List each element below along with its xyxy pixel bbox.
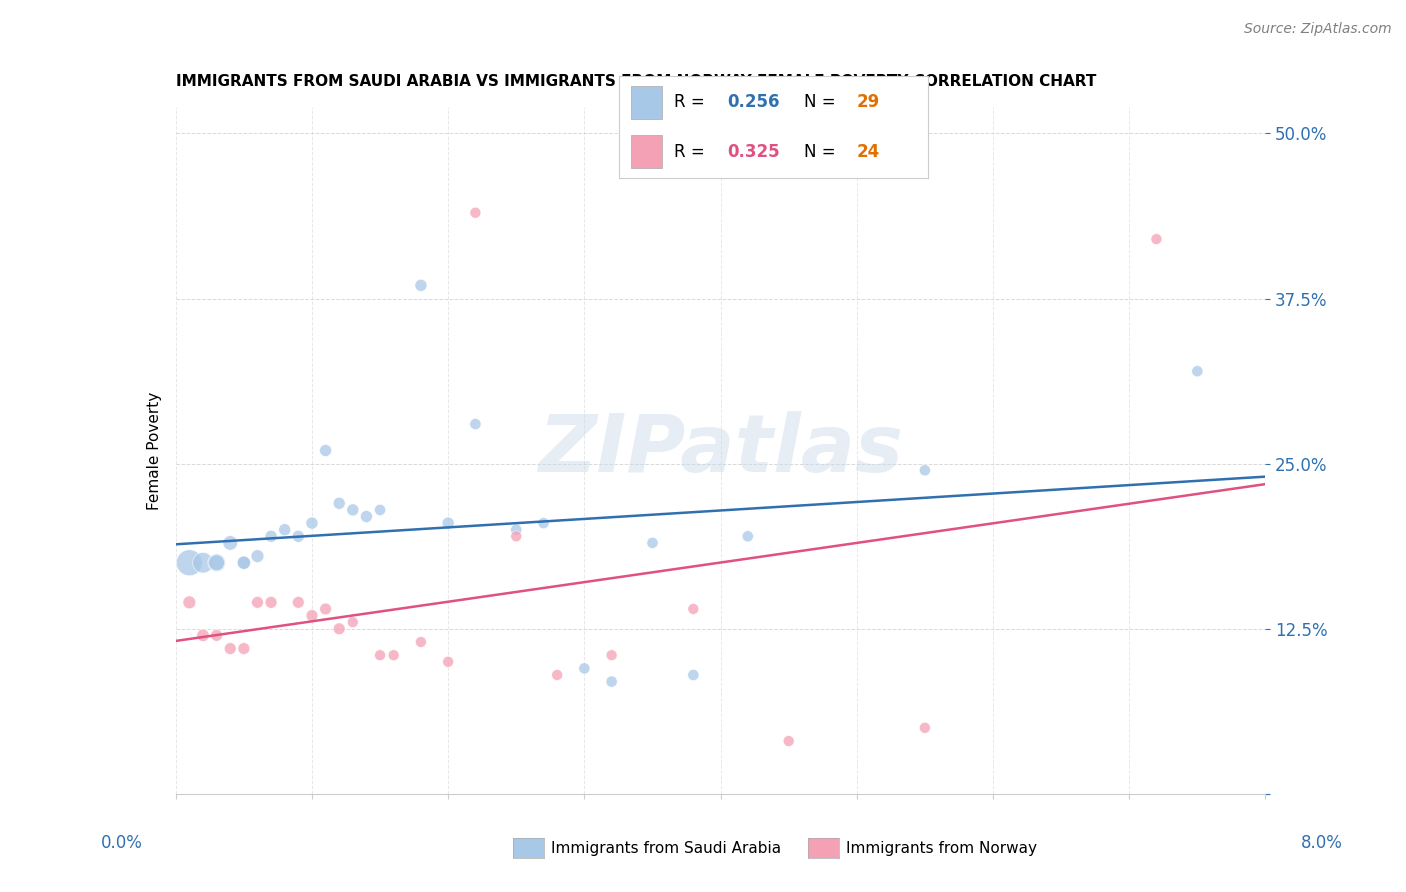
Point	[274, 523, 297, 537]
Point	[1144, 232, 1167, 246]
Point	[464, 205, 486, 219]
Point	[505, 523, 527, 537]
Point	[437, 655, 460, 669]
Text: 0.325: 0.325	[727, 143, 779, 161]
Point	[505, 529, 527, 543]
Point	[232, 556, 254, 570]
Point	[232, 641, 254, 656]
Point	[191, 556, 214, 570]
FancyBboxPatch shape	[631, 87, 662, 119]
Point	[600, 648, 623, 663]
Point	[368, 648, 391, 663]
Text: 24: 24	[856, 143, 880, 161]
Point	[409, 635, 432, 649]
Point	[737, 529, 759, 543]
Point	[382, 648, 405, 663]
Text: Immigrants from Saudi Arabia: Immigrants from Saudi Arabia	[551, 841, 782, 855]
Point	[179, 595, 201, 609]
Point	[356, 509, 378, 524]
Point	[778, 734, 800, 748]
Point	[301, 516, 323, 530]
Point	[205, 556, 228, 570]
Point	[641, 536, 664, 550]
Text: 0.0%: 0.0%	[101, 834, 143, 852]
Point	[409, 278, 432, 293]
Point	[342, 503, 364, 517]
Point	[179, 556, 201, 570]
Text: 29: 29	[856, 94, 880, 112]
Point	[437, 516, 460, 530]
Point	[600, 674, 623, 689]
Text: N =: N =	[804, 143, 841, 161]
Text: IMMIGRANTS FROM SAUDI ARABIA VS IMMIGRANTS FROM NORWAY FEMALE POVERTY CORRELATIO: IMMIGRANTS FROM SAUDI ARABIA VS IMMIGRAN…	[176, 74, 1097, 89]
Point	[546, 668, 568, 682]
Point	[342, 615, 364, 630]
Point	[315, 602, 337, 616]
Point	[328, 496, 350, 510]
Text: 8.0%: 8.0%	[1301, 834, 1343, 852]
Point	[533, 516, 555, 530]
FancyBboxPatch shape	[631, 136, 662, 168]
Point	[914, 463, 936, 477]
Text: Immigrants from Norway: Immigrants from Norway	[846, 841, 1038, 855]
Point	[191, 628, 214, 642]
Point	[260, 595, 283, 609]
Point	[368, 503, 391, 517]
Point	[246, 595, 269, 609]
Point	[232, 556, 254, 570]
Text: ZIPatlas: ZIPatlas	[538, 411, 903, 490]
Point	[328, 622, 350, 636]
Point	[1187, 364, 1209, 378]
Point	[205, 556, 228, 570]
Point	[287, 529, 309, 543]
Text: 0.256: 0.256	[727, 94, 779, 112]
Point	[464, 417, 486, 431]
Point	[301, 608, 323, 623]
Point	[260, 529, 283, 543]
Point	[315, 443, 337, 458]
Point	[246, 549, 269, 563]
Point	[682, 668, 704, 682]
Point	[219, 641, 242, 656]
Point	[287, 595, 309, 609]
Y-axis label: Female Poverty: Female Poverty	[146, 392, 162, 509]
Text: Source: ZipAtlas.com: Source: ZipAtlas.com	[1244, 22, 1392, 37]
Point	[219, 536, 242, 550]
Point	[205, 628, 228, 642]
Text: R =: R =	[675, 94, 710, 112]
Point	[574, 661, 596, 675]
Text: N =: N =	[804, 94, 841, 112]
Text: R =: R =	[675, 143, 710, 161]
Point	[914, 721, 936, 735]
Point	[682, 602, 704, 616]
